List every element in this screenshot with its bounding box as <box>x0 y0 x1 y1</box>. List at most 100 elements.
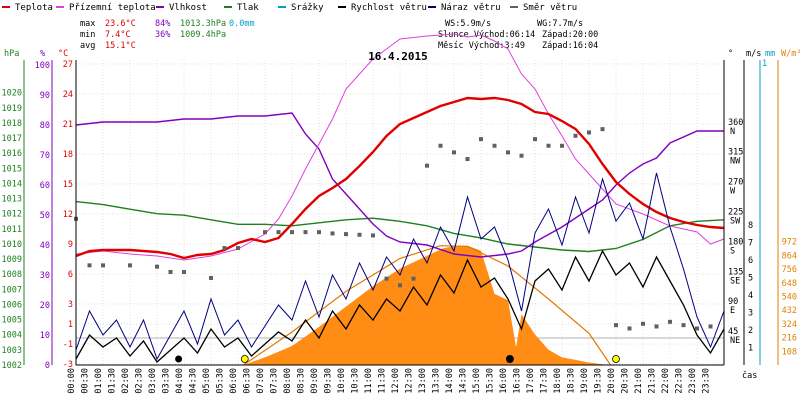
tick-hpa: 1014 <box>2 179 22 189</box>
stat-max-label: max <box>80 19 95 29</box>
tick-deg: 360 <box>728 118 743 128</box>
tick-degc: 18 <box>63 150 73 160</box>
wind-dir-point <box>708 324 713 329</box>
tick-pct: 40 <box>40 241 50 251</box>
tick-x: 16:30 <box>512 368 522 394</box>
tick-hpa: 1020 <box>2 89 22 99</box>
tick-ms: 6 <box>748 256 753 266</box>
tick-hpa: 1009 <box>2 255 22 265</box>
tick-pct: 10 <box>40 331 50 341</box>
series-wind-gust <box>75 172 725 361</box>
legend-label: Rychlost větru <box>351 3 427 13</box>
tick-x: 22:00 <box>661 368 671 394</box>
axis-unit-mm: mm <box>765 49 775 59</box>
tick-mm: 1 <box>762 59 767 69</box>
tick-x: 14:30 <box>458 368 468 394</box>
stat-min-temp: 7.4°C <box>105 30 131 40</box>
wind-dir-point <box>654 324 659 329</box>
wind-dir-point <box>438 143 443 148</box>
tick-x: 21:00 <box>634 368 644 394</box>
stat-max-rain: 0.0mm <box>229 19 255 29</box>
tick-ms: 7 <box>748 239 753 249</box>
tick-hpa: 1004 <box>2 331 22 341</box>
stat-max-temp: 23.6°C <box>105 19 136 29</box>
tick-hpa: 1005 <box>2 316 22 326</box>
tick-x: 09:30 <box>323 368 333 394</box>
tick-ms: 5 <box>748 274 753 284</box>
tick-pct: 70 <box>40 151 50 161</box>
wind-dir-point <box>668 319 672 324</box>
stat-min-hum: 36% <box>155 30 170 40</box>
tick-ms: 3 <box>748 309 753 319</box>
moonrise-marker <box>175 355 183 363</box>
tick-x: 05:00 <box>202 368 212 394</box>
wind-dir-point <box>573 133 578 138</box>
tick-degc: 21 <box>63 120 73 130</box>
tick-x: 20:30 <box>620 368 630 394</box>
tick-hpa: 1003 <box>2 346 22 356</box>
wind-ws: WS:5.9m/s <box>445 19 491 29</box>
tick-hpa: 1011 <box>2 225 22 235</box>
wind-dir-point <box>506 150 510 155</box>
tick-wm2: 648 <box>782 279 797 289</box>
tick-degc: -3 <box>63 360 73 370</box>
tick-dir: W <box>730 187 736 197</box>
wind-dir-point <box>411 276 416 281</box>
wind-dir-point <box>101 263 105 268</box>
tick-hpa: 1017 <box>2 134 22 144</box>
tick-x: 08:00 <box>283 368 293 394</box>
wind-dir-point <box>168 269 173 274</box>
axis-unit-hpa: hPa <box>4 49 19 59</box>
tick-wm2: 324 <box>782 320 797 330</box>
tick-x: 15:00 <box>472 368 482 394</box>
series-pressure <box>75 200 725 253</box>
axis-unit-time: čas <box>742 370 757 381</box>
tick-ms: 1 <box>748 344 753 354</box>
tick-x: 18:30 <box>566 368 576 394</box>
wind-dir-point <box>681 323 686 328</box>
wind-dir-point <box>236 246 240 251</box>
legend-label: Náraz větru <box>441 3 501 13</box>
tick-x: 06:30 <box>242 368 252 394</box>
tick-deg: 270 <box>728 178 743 188</box>
tick-dir: SE <box>730 276 740 286</box>
wind-dir-point <box>357 232 362 237</box>
tick-degc: 1 <box>68 320 73 330</box>
tick-dir: S <box>730 246 735 256</box>
wind-dir-point <box>425 163 429 168</box>
tick-pct: 20 <box>40 301 50 311</box>
wind-dir-point <box>641 321 645 326</box>
series-temperature <box>75 96 725 260</box>
axis-unit-pct: % <box>40 49 45 59</box>
tick-deg: 45 <box>728 327 738 337</box>
tick-x: 01:30 <box>107 368 117 394</box>
series-wind-speed <box>75 249 725 363</box>
tick-x: 06:00 <box>229 368 239 394</box>
wind-dir-point <box>560 143 564 148</box>
tick-wm2: 540 <box>782 292 797 302</box>
stat-min-label: min <box>80 30 95 40</box>
tick-pct: 50 <box>40 211 50 221</box>
tick-x: 03:00 <box>148 368 158 394</box>
axis-unit-deg: ° <box>728 49 733 59</box>
tick-x: 11:00 <box>364 368 374 394</box>
tick-x: 19:30 <box>593 368 603 394</box>
tick-x: 19:00 <box>580 368 590 394</box>
tick-degc: 6 <box>68 270 73 280</box>
tick-degc: 9 <box>68 240 73 250</box>
tick-hpa: 1002 <box>2 361 22 371</box>
tick-degc: 15 <box>63 180 73 190</box>
tick-x: 17:30 <box>539 368 549 394</box>
tick-hpa: 1019 <box>2 104 22 114</box>
wind-dir-point <box>384 276 389 281</box>
tick-degc: 24 <box>63 90 73 100</box>
sunrise-marker <box>240 355 249 363</box>
wind-dir-point <box>182 269 186 274</box>
tick-x: 13:00 <box>418 368 428 394</box>
wind-dir-point <box>276 230 281 235</box>
tick-x: 23:00 <box>688 368 698 394</box>
tick-deg: 90 <box>728 297 738 307</box>
tick-ms: 4 <box>748 291 753 301</box>
